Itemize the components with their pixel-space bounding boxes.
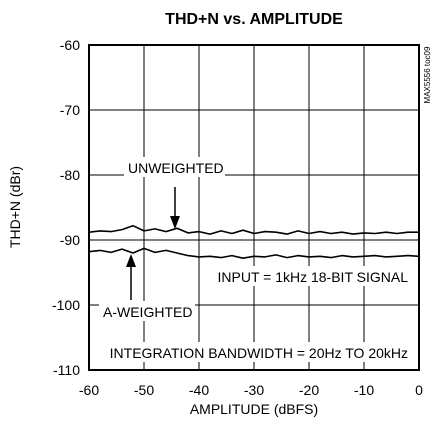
bandwidth-note: INTEGRATION BANDWIDTH = 20Hz TO 20kHz [110, 345, 408, 361]
unweighted-label-bg [124, 157, 225, 177]
x-tick-label-6: 0 [415, 382, 423, 398]
bandwidth-note-bg [108, 342, 415, 362]
x-tick-label-1: -50 [134, 382, 154, 398]
y-tick-label-3: -90 [60, 232, 80, 248]
y-tick-label-2: -80 [60, 167, 80, 183]
a-weighted-label: A-WEIGHTED [103, 304, 192, 320]
series-line-0 [88, 224, 419, 235]
x-tick-label-0: -60 [79, 382, 99, 398]
series-line-1 [88, 247, 420, 260]
x-tick-label-2: -40 [189, 382, 209, 398]
input-note: INPUT = 1kHz 18-BIT SIGNAL [218, 269, 409, 285]
unweighted-arrow-head [170, 216, 180, 229]
x-tick-label-4: -20 [299, 382, 319, 398]
plot-frame [88, 44, 420, 371]
y-axis-label: THD+N (dBr) [7, 166, 23, 248]
chart-title: THD+N vs. AMPLITUDE [165, 11, 343, 28]
x-tick-label-3: -30 [244, 382, 264, 398]
input-note-bg [211, 266, 412, 286]
unweighted-label: UNWEIGHTED [128, 160, 224, 176]
axis-ticks: -60 -50 -40 -30 -20 -10 0-60-70-80-90-100-110 [52, 37, 423, 398]
y-tick-label-5: -110 [53, 362, 80, 378]
y-tick-label-4: -100 [52, 297, 80, 313]
x-axis-label: AMPLITUDE (dBFS) [190, 401, 318, 417]
grid [89, 45, 419, 370]
a-weighted-arrow-head [126, 254, 136, 267]
y-tick-label-1: -70 [60, 102, 80, 118]
figure-code: MAX5556 toc09 [423, 46, 432, 103]
y-tick-label-0: -60 [60, 37, 80, 53]
x-tick-label-5: -10 [354, 382, 374, 398]
series-group [88, 224, 420, 260]
a-weighted-label-bg [99, 301, 195, 321]
